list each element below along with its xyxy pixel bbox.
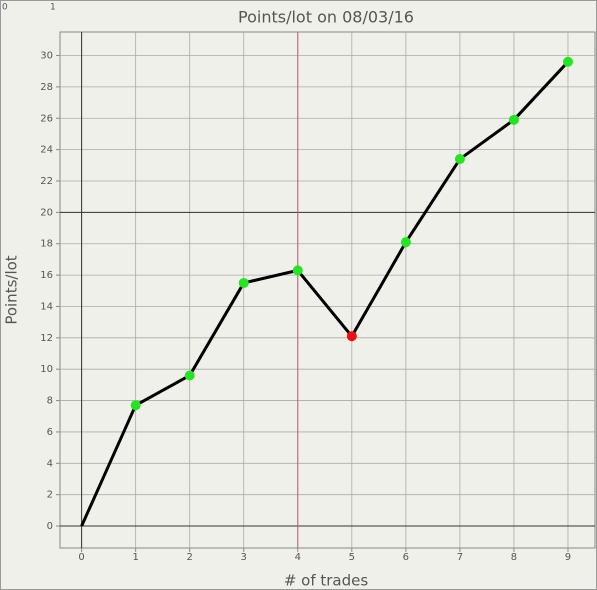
x-axis-label: # of trades bbox=[284, 572, 369, 590]
y-axis-label: Points/lot bbox=[3, 255, 21, 324]
y-tick-label: 30 bbox=[40, 51, 53, 62]
data-point bbox=[400, 237, 411, 248]
y-tick-label: 16 bbox=[40, 270, 53, 281]
y-tick-label: 18 bbox=[40, 239, 53, 250]
data-point bbox=[346, 331, 357, 342]
data-point bbox=[130, 400, 141, 411]
chart-title: Points/lot on 08/03/16 bbox=[238, 8, 414, 27]
corner-label: 0 bbox=[2, 3, 8, 13]
corner-label: 1 bbox=[50, 3, 56, 13]
data-point bbox=[184, 370, 195, 381]
y-tick-label: 10 bbox=[40, 364, 53, 375]
y-tick-label: 28 bbox=[40, 82, 53, 93]
data-line bbox=[80, 60, 570, 527]
x-tick-label: 0 bbox=[78, 552, 84, 563]
data-point bbox=[508, 114, 519, 125]
plot-area bbox=[59, 31, 596, 549]
data-point bbox=[238, 277, 249, 288]
x-tick-label: 6 bbox=[403, 552, 409, 563]
data-point bbox=[562, 56, 573, 67]
y-tick-label: 8 bbox=[47, 396, 53, 407]
y-tick-label: 12 bbox=[40, 333, 53, 344]
y-tick-label: 0 bbox=[47, 521, 53, 532]
x-tick-label: 3 bbox=[241, 552, 247, 563]
x-tick-label: 8 bbox=[511, 552, 517, 563]
y-tick-label: 4 bbox=[47, 458, 53, 469]
y-tick-label: 6 bbox=[47, 427, 53, 438]
y-tick-label: 24 bbox=[40, 145, 53, 156]
x-tick-label: 7 bbox=[457, 552, 463, 563]
y-tick-label: 14 bbox=[40, 301, 53, 312]
data-point bbox=[292, 265, 303, 276]
x-tick-label: 9 bbox=[565, 552, 571, 563]
x-tick-label: 4 bbox=[295, 552, 301, 563]
y-tick-label: 20 bbox=[40, 207, 53, 218]
y-tick-label: 2 bbox=[47, 490, 53, 501]
x-tick-label: 5 bbox=[349, 552, 355, 563]
y-tick-label: 22 bbox=[40, 176, 53, 187]
x-tick-label: 1 bbox=[132, 552, 138, 563]
x-tick-label: 2 bbox=[187, 552, 193, 563]
data-point bbox=[454, 154, 465, 165]
y-tick-label: 26 bbox=[40, 113, 53, 124]
